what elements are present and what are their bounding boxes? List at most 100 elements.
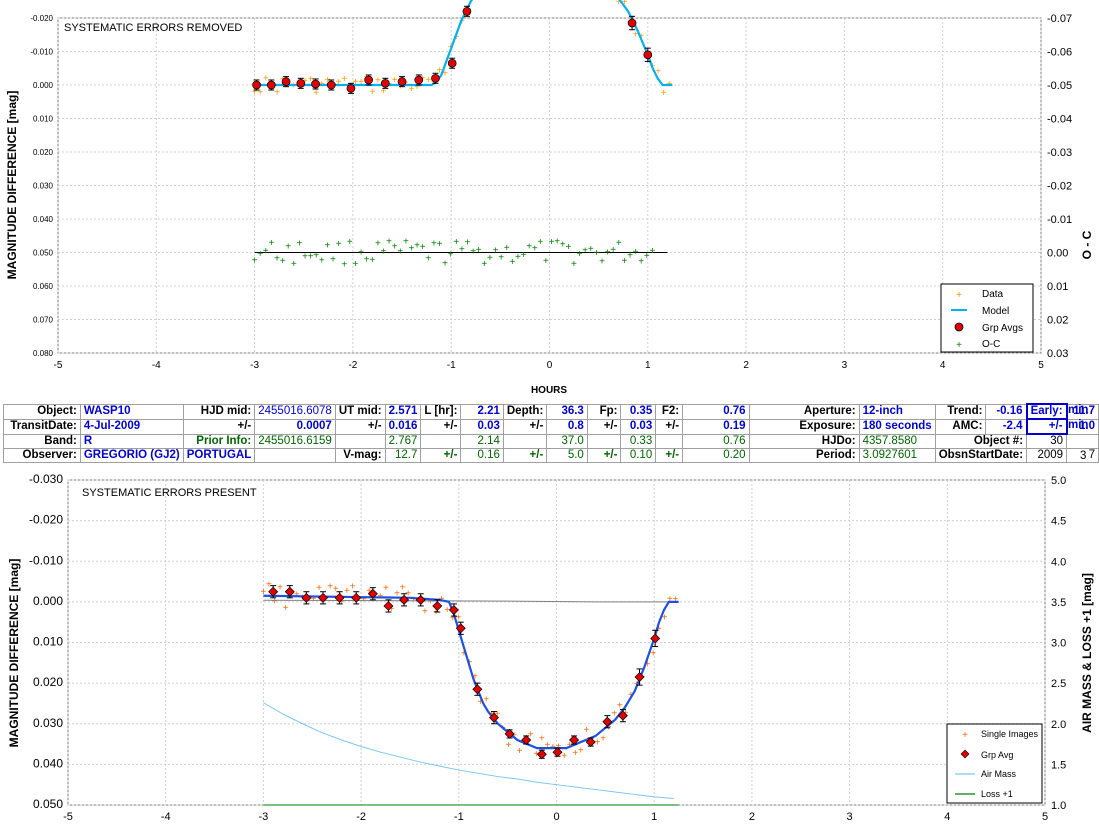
bottom-y-axis-label: MAGNITUDE DIFFERENCE [mag] — [7, 559, 21, 748]
bottom-left-axis-ticks: -0.030 -0.020 -0.010 0.000 0.010 0.020 0.030 0.… — [29, 472, 63, 811]
bot-data-point: + — [383, 583, 389, 594]
bot-data-point: + — [561, 751, 567, 762]
l-label: L [hr]: — [420, 403, 462, 420]
top-y-tick-label: 0.060 — [33, 282, 54, 291]
bottom-grp-avg-point — [521, 735, 532, 745]
early-unit: min — [1068, 404, 1089, 416]
fp-value: 0.35 — [620, 403, 657, 420]
top-right-axis-ticks: -0.07 -0.06 -0.05 -0.04 -0.03 -0.02 -0.01 0.00 0… — [1047, 13, 1072, 360]
top-y-tick-label: -0.010 — [30, 48, 53, 57]
top-x-tick-label: -2 — [348, 360, 357, 371]
bot-data-point: + — [411, 594, 417, 605]
oc-point: + — [554, 237, 560, 248]
l-error-value: 0.03 — [460, 418, 504, 435]
top-data-point: + — [470, 0, 476, 1]
trend-value: -0.16 — [985, 403, 1028, 420]
aperture-label: Aperture: — [748, 403, 860, 420]
top-data-point: + — [353, 77, 359, 88]
top-x-axis-ticks: -5 -4 -3 -2 -1 0 1 2 3 4 5 — [54, 360, 1045, 371]
top-data-point: + — [302, 76, 308, 87]
oc-point: + — [481, 259, 487, 270]
bottom-legend: + Single Images Grp Avg Air Mass Loss +1 — [946, 723, 1043, 804]
fp-error-value: 0.03 — [620, 418, 657, 435]
prior-depth-value: 37.0 — [546, 433, 588, 449]
bot-y2-tick-label: 2.5 — [1051, 678, 1066, 690]
bot-data-point: + — [478, 697, 484, 708]
top-data-point: + — [381, 86, 387, 97]
top-y2-tick-label: -0.07 — [1047, 13, 1072, 25]
bot-data-point: + — [489, 709, 495, 720]
top-y-tick-label: -0.020 — [30, 14, 53, 23]
object-label: Object: — [3, 403, 81, 420]
top-data-point: + — [336, 77, 342, 88]
oc-point: + — [431, 238, 437, 249]
top-data-point: + — [263, 73, 269, 84]
oc-point: + — [621, 256, 627, 267]
bottom-grp-avg-point — [268, 586, 279, 597]
bot-data-point: + — [400, 582, 406, 593]
bottom-grp-avg-point — [318, 592, 328, 603]
bot-data-point: + — [661, 612, 667, 623]
bot-y2-tick-label: 2.0 — [1051, 719, 1066, 731]
oc-point: + — [521, 250, 527, 261]
oc-point: + — [605, 247, 611, 258]
oc-point: + — [588, 244, 594, 255]
bottom-legend-loss: Loss +1 — [981, 789, 1013, 799]
bottom-grp-avg-point — [472, 684, 483, 695]
top-model-curve — [254, 0, 673, 87]
top-grp-avgs — [252, 5, 653, 94]
bot-data-point: + — [517, 746, 523, 757]
oc-point: + — [599, 256, 605, 267]
bottom-grp-avg-point — [650, 633, 661, 644]
hjd-error-value: 0.0007 — [254, 418, 336, 435]
top-data-point: + — [453, 32, 459, 43]
oc-point: + — [638, 256, 644, 267]
oc-point: + — [537, 237, 543, 248]
aperture-value: 12-inch — [858, 403, 936, 420]
bottom-grp-avg-point — [367, 588, 378, 599]
vmag-value: 12.7 — [384, 448, 422, 463]
top-grp-avg-point — [447, 58, 457, 68]
oc-point: + — [448, 250, 454, 261]
top-grp-avg-point — [266, 80, 276, 90]
prior-depth-error-value: 5.0 — [546, 448, 588, 463]
early-label: Early: — [1025, 403, 1068, 420]
oc-point: + — [341, 259, 347, 270]
transit-date-value: 4-Jul-2009 — [79, 418, 184, 435]
obs-start-year: 2009 — [1026, 448, 1068, 463]
info-row-4: Observer: GREGORIO (GJ2) PORTUGAL V-mag:… — [3, 448, 1099, 463]
bot-data-point: + — [578, 746, 584, 757]
top-grp-avg-point — [462, 6, 472, 16]
top-x-tick-label: -5 — [54, 360, 63, 371]
oc-point: + — [459, 245, 465, 256]
bottom-grp-avg-point — [488, 712, 499, 723]
oc-point: + — [369, 255, 375, 266]
oc-point: + — [498, 252, 504, 263]
depth-value: 36.3 — [546, 403, 588, 420]
oc-point: + — [560, 239, 566, 250]
top-y2-axis-label: O - C — [1080, 230, 1094, 259]
top-y-tick-label: 0.020 — [33, 148, 54, 157]
top-data-point: + — [661, 88, 667, 99]
depth-pm-label: +/- — [502, 418, 548, 435]
oc-point: + — [577, 249, 583, 260]
object-number-label: Object #: — [934, 433, 1028, 449]
top-data-point: + — [274, 87, 280, 98]
bot-y2-tick-label: 4.5 — [1051, 516, 1066, 528]
svg-text:+: + — [962, 730, 968, 741]
transit-info-table: Object: WASP10 HJD mid: 2455016.6078 UT … — [3, 403, 1099, 463]
oc-point: + — [442, 259, 448, 270]
prior-l-pm-label: +/- — [420, 448, 462, 463]
top-x-tick-label: 3 — [842, 360, 848, 371]
oc-point: + — [633, 247, 639, 258]
bot-data-point: + — [656, 624, 662, 635]
period-value: 3.0927601 — [858, 448, 936, 463]
bot-y2-tick-label: 4.0 — [1051, 556, 1066, 568]
bottom-chart-title: SYSTEMATIC ERRORS PRESENT — [82, 487, 257, 499]
top-chart-title: SYSTEMATIC ERRORS REMOVED — [64, 22, 242, 34]
top-grp-avg-point — [364, 75, 373, 85]
bot-x-tick-label: -4 — [161, 811, 171, 823]
bot-data-point: + — [266, 579, 272, 590]
bot-grp-avgs — [268, 585, 661, 760]
depth-label: Depth: — [502, 403, 548, 420]
